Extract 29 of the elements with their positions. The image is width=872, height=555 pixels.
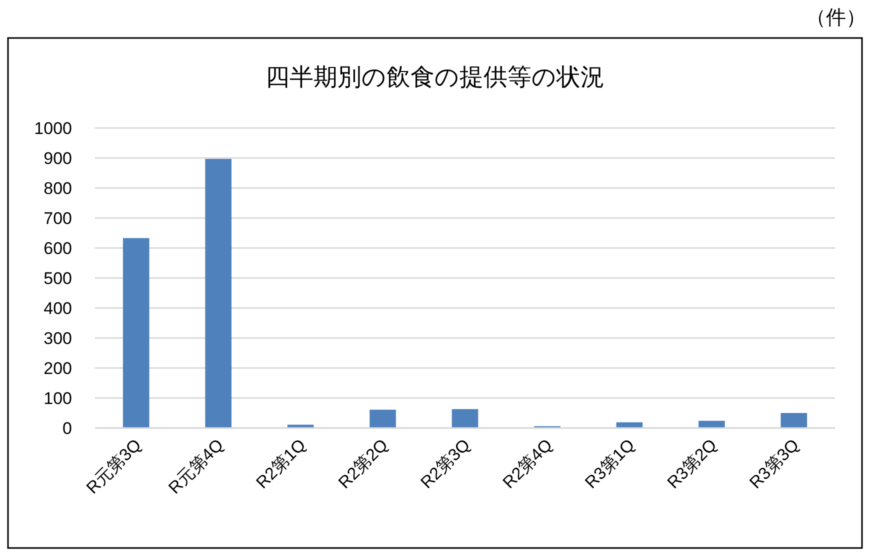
- chart-title: 四半期別の飲食の提供等の状況: [266, 64, 604, 91]
- bar: [370, 410, 396, 428]
- text: （件）: [806, 7, 866, 29]
- y-tick-label: 1000: [34, 119, 72, 138]
- x-tick-label: R3第2Q: [664, 435, 720, 492]
- bar: [122, 238, 150, 428]
- x-tick-label: R2第4Q: [499, 435, 556, 492]
- y-tick-label: 900: [44, 149, 72, 168]
- x-tick-label: R3第1Q: [581, 435, 638, 492]
- y-tick-label: 600: [44, 239, 72, 258]
- y-tick-label: 400: [44, 299, 72, 318]
- x-tick-label: R2第3Q: [416, 435, 474, 492]
- y-tick-label: 0: [62, 419, 72, 438]
- x-tick-label: R3第3Q: [746, 435, 803, 492]
- y-tick-label: 300: [44, 329, 72, 348]
- bar: [780, 413, 808, 428]
- bar: [205, 158, 232, 428]
- y-tick-label: 700: [44, 209, 72, 228]
- x-tick-label: R2第2Q: [334, 435, 392, 492]
- bar: [452, 409, 478, 428]
- bar: [698, 420, 725, 428]
- bar: [287, 424, 314, 428]
- x-tick-label: R2第1Q: [252, 435, 310, 492]
- y-tick-label: 100: [44, 389, 72, 408]
- x-tick-label: R元第3Q: [82, 435, 145, 498]
- y-tick-label: 500: [44, 269, 72, 288]
- y-tick-label: 800: [44, 179, 72, 198]
- x-tick-label: R元第4Q: [164, 435, 228, 498]
- y-tick-label: 200: [44, 359, 72, 378]
